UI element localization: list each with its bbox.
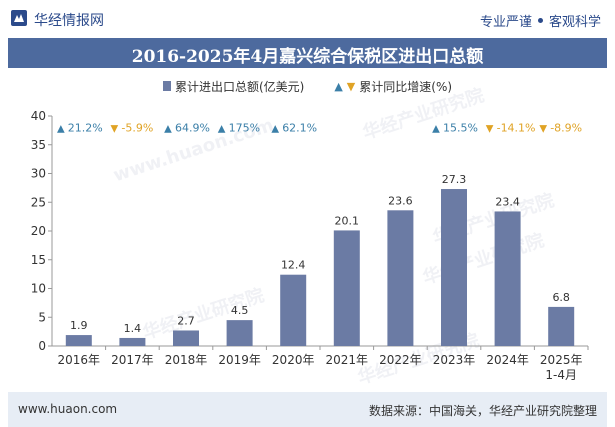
footer-source: 数据来源：中国海关，华经产业研究院整理 (368, 404, 597, 418)
slogan-dot-icon (537, 18, 543, 23)
bar (119, 337, 146, 346)
x-tick-label: 2024年 (486, 353, 529, 367)
bar (494, 211, 521, 346)
growth-value-label: -14.1% (497, 122, 536, 135)
x-tick-label: 1-4月 (545, 368, 577, 382)
x-tick-label: 2019年 (218, 353, 261, 367)
y-tick-label: 0 (38, 339, 46, 353)
growth-value-label: -5.9% (121, 122, 153, 135)
bar (387, 210, 414, 346)
growth-value-label: 21.2% (68, 122, 103, 135)
bar (333, 230, 360, 346)
y-tick-label: 40 (31, 109, 46, 123)
bar-value-label: 23.6 (388, 194, 413, 207)
x-tick-label: 2025年 (540, 353, 583, 367)
growth-down-triangle-icon: ▼ (539, 124, 547, 135)
bar-value-label: 4.5 (231, 304, 249, 317)
y-tick-label: 30 (31, 167, 46, 181)
y-tick-label: 20 (31, 224, 46, 238)
bar-value-label: 6.8 (552, 291, 570, 304)
brand-name: 华经情报网 (34, 13, 104, 29)
title-bar: 2016-2025年4月嘉兴综合保税区进出口总额 (8, 38, 607, 68)
bar (65, 335, 92, 346)
chart-legend: 累计进出口总额(亿美元) ▲ ▼ 累计同比增速(%) (0, 78, 615, 94)
bar (226, 320, 253, 346)
footer: www.huaon.com 数据来源：中国海关，华经产业研究院整理 (8, 392, 607, 427)
brand-logo-icon (11, 10, 27, 26)
bar (441, 189, 467, 346)
growth-up-triangle-icon: ▲ (164, 124, 172, 135)
bar (548, 306, 575, 346)
bar-value-label: 20.1 (335, 214, 360, 227)
bar-value-label: 27.3 (442, 173, 467, 186)
growth-up-triangle-icon: ▲ (432, 124, 440, 135)
growth-value-label: 64.9% (175, 122, 210, 135)
growth-value-label: 15.5% (443, 122, 478, 135)
top-bar: 华经情报网 专业严谨 客观科学 (0, 0, 615, 38)
legend-item-bar: 累计进出口总额(亿美元) (162, 78, 305, 95)
growth-down-triangle-icon: ▼ (111, 124, 119, 135)
x-tick-label: 2016年 (58, 353, 101, 367)
legend-bar-label: 累计进出口总额(亿美元) (174, 79, 305, 94)
bar (173, 330, 199, 346)
bar-value-label: 23.4 (495, 195, 520, 208)
slogan-left: 专业严谨 (479, 15, 532, 30)
bar-value-label: 12.4 (281, 259, 306, 272)
bar (280, 274, 307, 346)
y-tick-label: 10 (31, 282, 46, 296)
legend-down-triangle-icon: ▼ (346, 79, 356, 93)
y-tick-label: 15 (31, 253, 46, 267)
x-tick-label: 2023年 (433, 353, 476, 367)
growth-value-label: -8.9% (550, 122, 582, 135)
growth-down-triangle-icon: ▼ (486, 124, 494, 135)
legend-growth-label: 累计同比增速(%) (359, 79, 453, 94)
x-tick-label: 2021年 (326, 353, 369, 367)
growth-up-triangle-icon: ▲ (218, 124, 226, 135)
growth-up-triangle-icon: ▲ (57, 124, 65, 135)
bar-value-label: 2.7 (177, 314, 195, 327)
y-tick-label: 25 (31, 195, 46, 209)
chart-title: 2016-2025年4月嘉兴综合保税区进出口总额 (131, 47, 484, 67)
slogan: 专业严谨 客观科学 (480, 11, 601, 30)
footer-site: www.huaon.com (18, 402, 118, 416)
growth-value-label: 62.1% (282, 122, 317, 135)
x-tick-label: 2020年 (272, 353, 315, 367)
y-tick-label: 5 (38, 310, 46, 324)
x-tick-label: 2017年 (111, 353, 154, 367)
y-tick-label: 35 (31, 138, 46, 152)
legend-item-growth: ▲ ▼ 累计同比增速(%) (334, 78, 452, 95)
legend-bar-swatch-icon (162, 81, 171, 91)
legend-up-triangle-icon: ▲ (334, 79, 343, 93)
growth-up-triangle-icon: ▲ (271, 124, 279, 135)
slogan-right: 客观科学 (548, 15, 601, 30)
bar-value-label: 1.4 (124, 322, 142, 335)
bar-value-label: 1.9 (70, 319, 88, 332)
x-tick-label: 2018年 (165, 353, 208, 367)
growth-value-label: 175% (229, 122, 260, 135)
x-tick-label: 2022年 (379, 353, 422, 367)
